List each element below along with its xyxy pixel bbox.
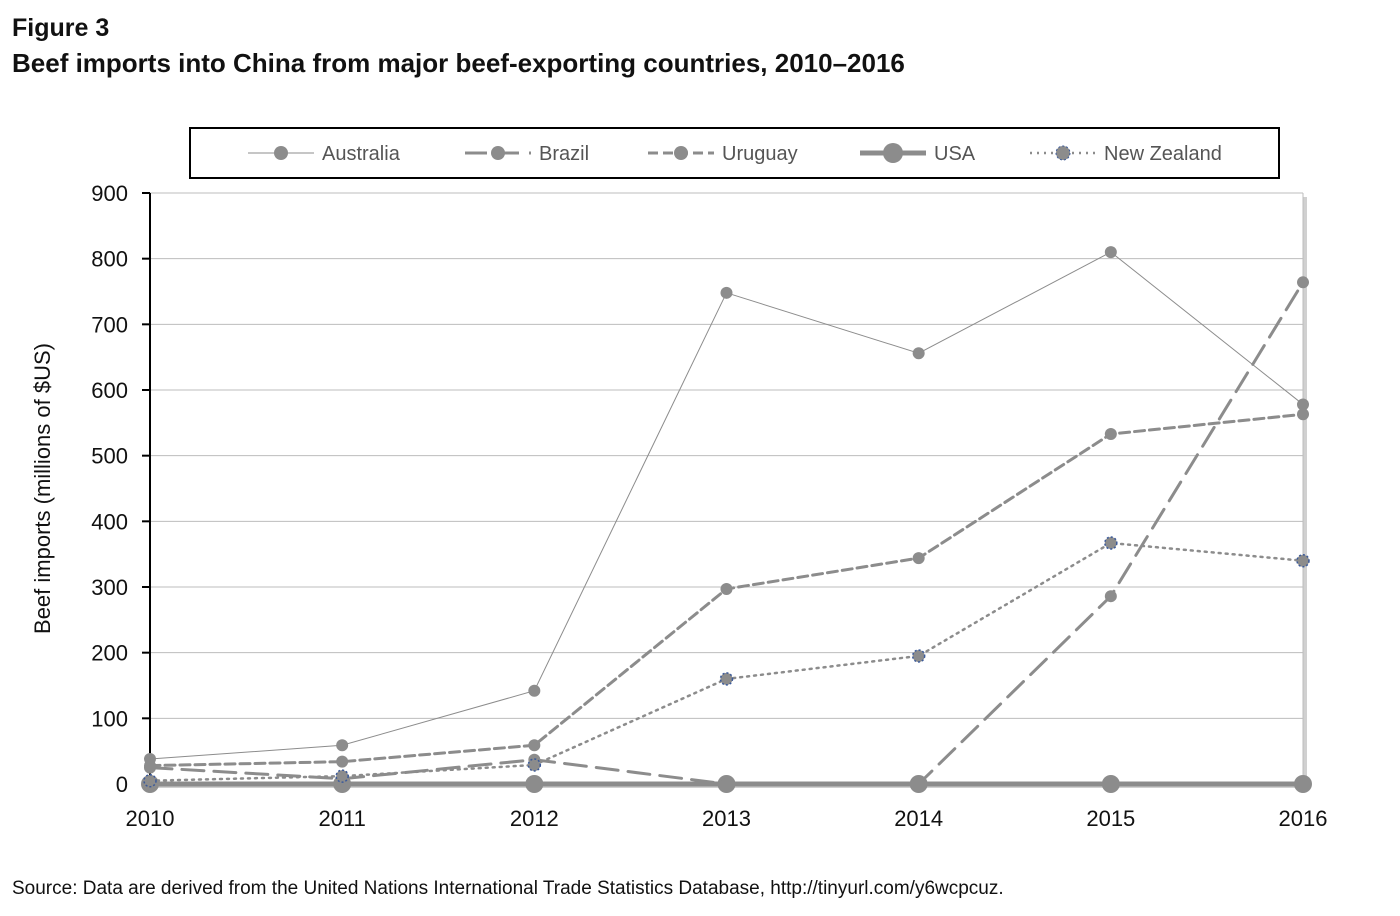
data-point <box>911 649 926 663</box>
y-axis-label: Beef imports (millions of $US) <box>30 343 55 634</box>
data-point <box>912 347 925 360</box>
figure-label: Figure 3 <box>12 14 110 42</box>
data-point <box>525 775 544 793</box>
data-point <box>1104 536 1118 550</box>
data-point <box>143 773 157 788</box>
y-tick-label: 500 <box>91 444 128 469</box>
data-point <box>912 552 925 565</box>
legend-box <box>189 127 1280 179</box>
x-tick-label: 2014 <box>894 806 943 831</box>
plot-area <box>150 193 1303 784</box>
data-point <box>528 739 541 752</box>
data-point <box>720 778 733 790</box>
chart-title: Beef imports into China from major beef-… <box>12 48 905 78</box>
legend-item: USA <box>860 143 976 165</box>
y-tick-label: 700 <box>91 312 128 337</box>
legend-marker <box>883 143 903 163</box>
x-tick-label: 2012 <box>510 806 559 831</box>
legend-item: Brazil <box>465 143 589 165</box>
data-point <box>527 758 542 772</box>
y-tick-label: 900 <box>91 181 128 206</box>
legend-item: Uruguay <box>648 143 798 165</box>
data-point <box>1297 398 1309 411</box>
data-point <box>720 582 733 595</box>
data-point <box>1297 276 1309 289</box>
legend-marker <box>1055 145 1071 161</box>
y-tick-label: 400 <box>91 509 128 534</box>
x-tick-label: 2015 <box>1086 806 1135 831</box>
series-uruguay <box>144 408 1309 772</box>
source-note: Source: Data are derived from the United… <box>12 878 1004 899</box>
legend-label: Uruguay <box>722 143 798 165</box>
legend-label: New Zealand <box>1104 143 1222 165</box>
data-point <box>1296 553 1310 568</box>
data-point <box>1104 590 1117 603</box>
legend-item: Australia <box>248 143 401 165</box>
legend: Australia Brazil Uruguay USA New Zealand <box>189 127 1280 179</box>
y-tick-label: 0 <box>116 772 128 797</box>
x-tick-label: 2010 <box>126 806 175 831</box>
y-tick-label: 800 <box>91 247 128 272</box>
y-tick-label: 600 <box>91 378 128 403</box>
data-point <box>720 286 733 299</box>
data-point <box>336 739 349 752</box>
data-point <box>144 753 156 766</box>
data-point <box>1294 775 1312 793</box>
legend-marker <box>274 146 288 160</box>
legend-label: USA <box>934 143 976 165</box>
data-point <box>528 684 541 697</box>
data-point <box>335 769 349 783</box>
series-australia <box>144 246 1309 766</box>
y-tick-label: 200 <box>91 641 128 666</box>
x-tick-label: 2011 <box>319 806 366 831</box>
y-tick-label: 300 <box>91 575 128 600</box>
legend-label: Brazil <box>539 143 589 165</box>
data-point <box>719 672 734 686</box>
data-point <box>1104 246 1117 259</box>
legend-item: New Zealand <box>1030 143 1222 165</box>
data-point <box>912 778 925 790</box>
data-point <box>1101 775 1120 793</box>
y-tick-label: 100 <box>91 706 128 731</box>
legend-label: Australia <box>322 143 401 165</box>
x-tick-label: 2016 <box>1279 806 1328 831</box>
series-new-zealand <box>143 536 1310 788</box>
data-point <box>1297 408 1309 421</box>
data-point <box>336 755 349 768</box>
legend-marker <box>491 146 505 160</box>
x-tick-label: 2013 <box>702 806 751 831</box>
data-point <box>1104 427 1117 440</box>
legend-marker <box>674 146 688 160</box>
